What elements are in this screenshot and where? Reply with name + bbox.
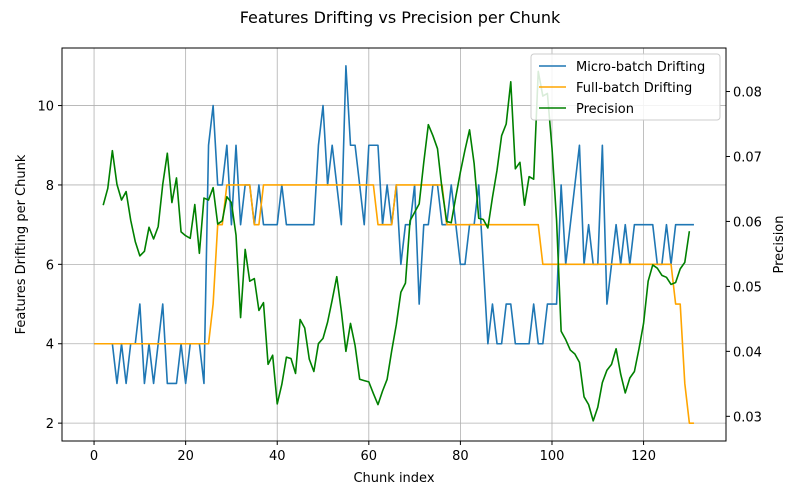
y-tick-label: 10 <box>37 100 54 115</box>
legend-label-micro-batch: Micro-batch Drifting <box>576 60 705 75</box>
y2-axis-ticks: 0.03 0.04 0.05 0.06 0.07 0.08 <box>726 86 762 425</box>
x-tick-label: 0 <box>90 449 98 464</box>
plot-frame <box>61 47 727 442</box>
y2-tick-label: 0.06 <box>733 215 762 230</box>
x-axis-ticks: 0 20 40 60 80 100 120 <box>90 441 656 464</box>
x-tick-label: 120 <box>631 449 656 464</box>
y2-tick-label: 0.07 <box>733 150 762 165</box>
y-axis-ticks: 2 4 6 8 10 <box>37 100 62 432</box>
y-tick-label: 8 <box>46 179 54 194</box>
series-line-precision <box>102 70 691 422</box>
y-tick-label: 4 <box>46 338 54 353</box>
x-tick-label: 60 <box>361 449 378 464</box>
legend: Micro-batch Drifting Full-batch Drifting… <box>530 53 721 121</box>
y-axis-label: Features Drifting per Chunk <box>14 154 29 334</box>
y2-tick-label: 0.04 <box>733 345 762 360</box>
series-line-full-batch-drifting <box>94 184 694 424</box>
x-tick-label: 100 <box>540 449 565 464</box>
x-tick-label: 20 <box>177 449 194 464</box>
x-tick-label: 40 <box>269 449 286 464</box>
legend-label-precision: Precision <box>576 102 634 117</box>
legend-box <box>530 53 721 121</box>
y2-tick-label: 0.03 <box>733 410 762 425</box>
x-axis-label: Chunk index <box>353 471 434 486</box>
y2-tick-label: 0.05 <box>733 280 762 295</box>
y-tick-label: 2 <box>46 417 54 432</box>
x-tick-label: 80 <box>452 449 469 464</box>
chart-title: Features Drifting vs Precision per Chunk <box>240 8 561 27</box>
series-layer <box>94 65 694 424</box>
y2-tick-label: 0.08 <box>733 86 762 101</box>
legend-label-full-batch: Full-batch Drifting <box>576 81 692 96</box>
y2-axis-label: Precision <box>772 215 787 273</box>
y-tick-label: 6 <box>46 258 54 273</box>
